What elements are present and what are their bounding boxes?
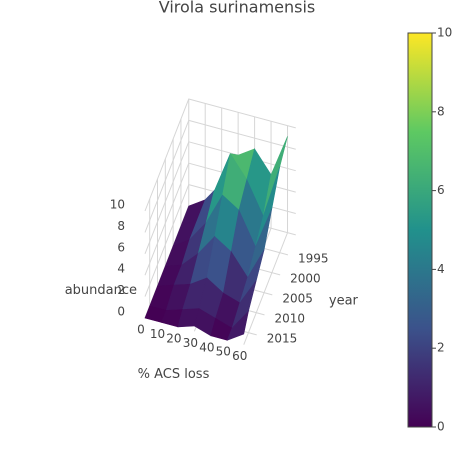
colorbar	[407, 32, 433, 428]
chart-title: Virola surinamensis	[159, 0, 316, 17]
z-tick-label: 2	[117, 283, 125, 297]
colorbar-tick-label: 6	[437, 183, 445, 197]
colorbar-tick-label: 8	[437, 104, 445, 118]
z-tick-label: 4	[117, 262, 125, 276]
z-tick-label: 6	[117, 240, 125, 254]
x-axis-title: % ACS loss	[138, 367, 210, 382]
z-tick-label: 8	[117, 219, 125, 233]
z-tick-label: 0	[117, 305, 125, 319]
y-tick-label: 2010	[275, 311, 306, 325]
x-tick-label: 20	[166, 331, 181, 345]
y-tick-label: 2000	[290, 271, 321, 285]
y-tick-label: 2015	[267, 331, 298, 345]
grid-line	[144, 98, 296, 212]
x-tick-label: 10	[150, 327, 165, 341]
y-axis-title: year	[329, 293, 359, 308]
colorbar-tick-label: 4	[437, 262, 445, 276]
x-tick-label: 50	[216, 345, 231, 359]
z-axis-title: abundance	[65, 283, 137, 298]
x-tick-label: 60	[232, 349, 247, 363]
y-tick-label: 2005	[282, 291, 313, 305]
y-tick-label: 1995	[298, 251, 329, 265]
z-tick-label: 10	[110, 198, 125, 212]
colorbar-tick-label: 10	[437, 26, 452, 40]
colorbar-tick-label: 2	[437, 341, 445, 355]
colorbar-tick-label: 0	[437, 420, 445, 434]
x-tick-label: 0	[137, 323, 145, 337]
x-tick-label: 30	[183, 336, 198, 350]
surface-patch	[226, 310, 249, 341]
x-tick-label: 40	[199, 340, 214, 354]
grid-line	[144, 119, 296, 233]
